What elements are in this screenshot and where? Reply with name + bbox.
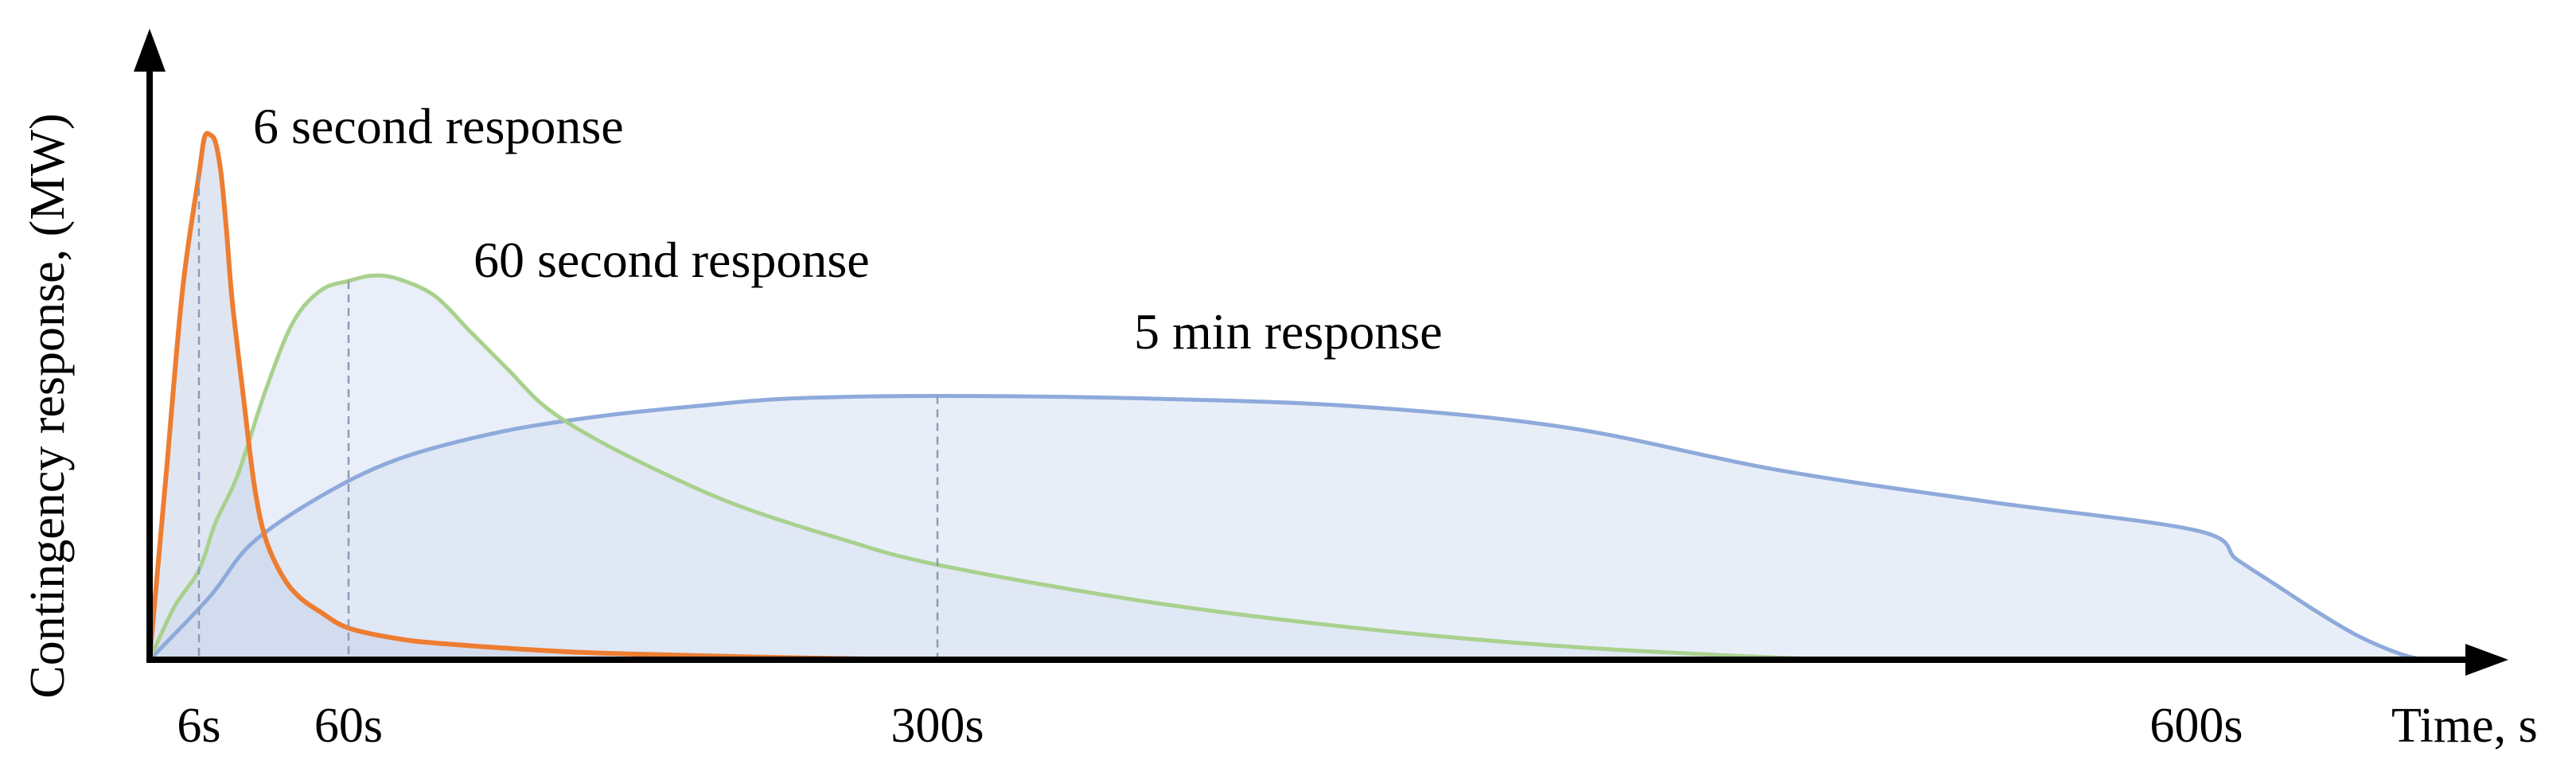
x-tick-label: 6s xyxy=(177,699,220,753)
x-axis-arrowhead xyxy=(2465,644,2508,676)
series-fills xyxy=(150,133,2423,661)
x-tick-label: 300s xyxy=(890,699,984,753)
y-axis-arrowhead xyxy=(134,29,166,72)
y-axis-title: Contingency response, (MW) xyxy=(21,113,75,698)
x-axis-title: Time, s xyxy=(2391,699,2538,753)
peak-marker-lines xyxy=(197,174,939,660)
series-label-6s: 6 second response xyxy=(253,98,624,154)
series-label-5min: 5 min response xyxy=(1134,303,1443,360)
line-5-min-response xyxy=(148,394,2424,662)
area-60-second-response xyxy=(150,275,1861,660)
line-60-second-response xyxy=(147,273,1861,662)
x-tick-labels: 6s 60s 300s 600s xyxy=(177,699,2243,753)
series-label-60s: 60 second response xyxy=(474,232,870,288)
series-lines xyxy=(147,131,2424,662)
x-tick-label: 600s xyxy=(2149,699,2243,753)
line-6-second-response xyxy=(147,131,938,662)
area-6-second-response xyxy=(150,133,937,661)
x-tick-label: 60s xyxy=(314,699,383,753)
